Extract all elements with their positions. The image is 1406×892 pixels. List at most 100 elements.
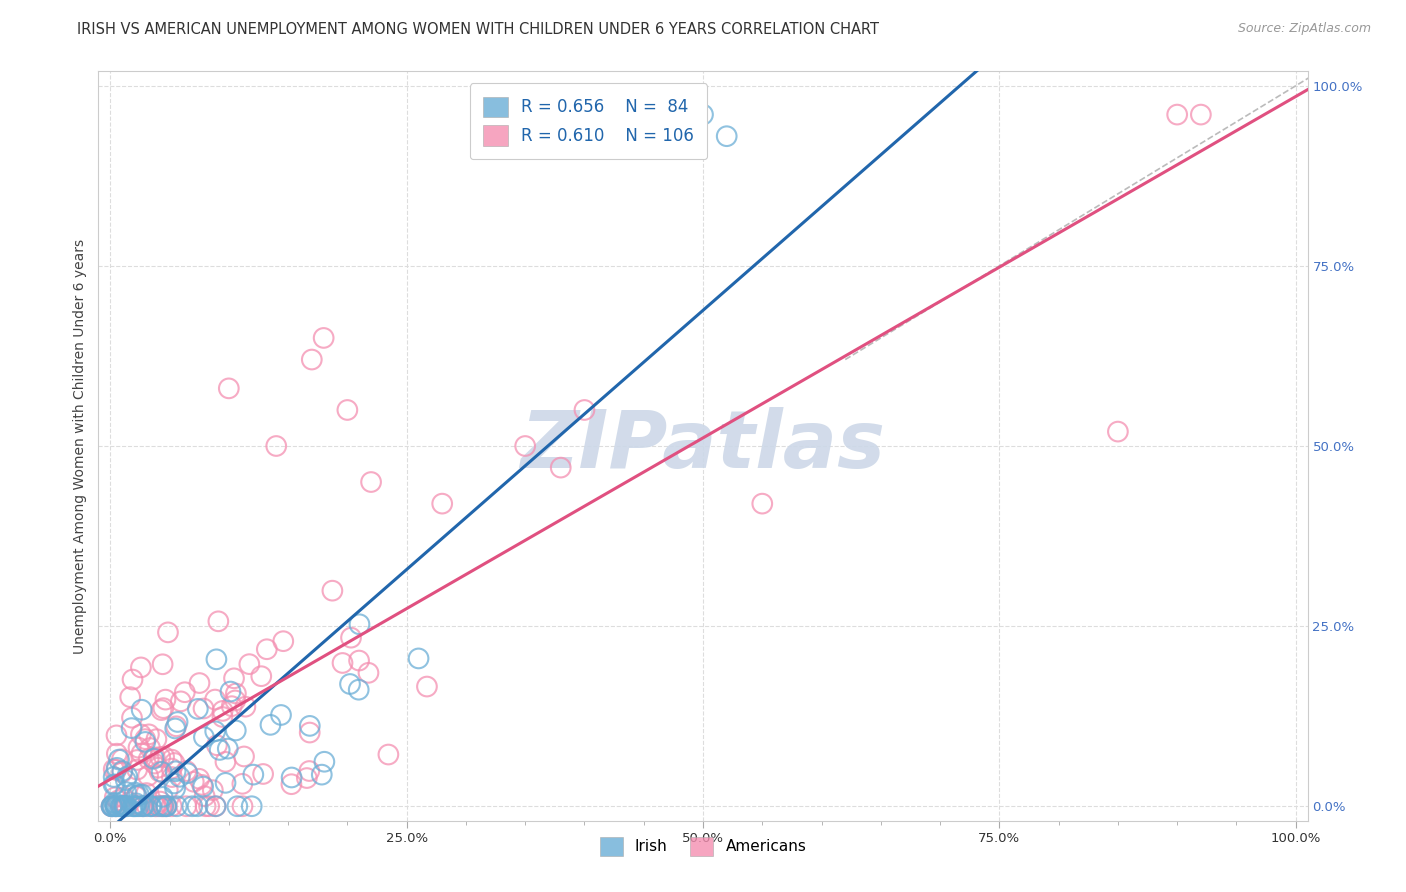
Point xyxy=(105,728,128,742)
Point xyxy=(349,617,371,632)
Point xyxy=(360,475,382,489)
Point xyxy=(280,771,302,785)
Text: Source: ZipAtlas.com: Source: ZipAtlas.com xyxy=(1237,22,1371,36)
Point xyxy=(214,776,236,790)
Point xyxy=(120,690,142,705)
Point xyxy=(132,799,155,814)
Point xyxy=(211,704,233,718)
Point xyxy=(105,763,128,777)
Point xyxy=(114,799,136,814)
Point xyxy=(100,799,122,814)
Point xyxy=(191,780,214,794)
Point xyxy=(145,799,167,814)
Text: ZIPatlas: ZIPatlas xyxy=(520,407,886,485)
Point xyxy=(155,799,177,814)
Point xyxy=(103,778,125,792)
Point xyxy=(129,727,152,741)
Point xyxy=(217,741,239,756)
Point xyxy=(134,735,156,749)
Point xyxy=(170,694,193,708)
Point xyxy=(139,799,162,814)
Point xyxy=(121,721,143,735)
Point xyxy=(550,460,572,475)
Point xyxy=(104,799,127,814)
Point xyxy=(145,799,167,814)
Point xyxy=(110,799,132,814)
Point xyxy=(138,752,160,766)
Point xyxy=(125,789,148,804)
Point xyxy=(114,799,136,814)
Point xyxy=(131,747,153,761)
Point xyxy=(131,703,153,717)
Point xyxy=(187,799,209,814)
Point xyxy=(134,732,156,747)
Point xyxy=(135,786,157,800)
Point xyxy=(221,699,243,714)
Point xyxy=(188,772,211,786)
Point xyxy=(194,789,217,804)
Point xyxy=(314,755,336,769)
Point xyxy=(132,799,155,814)
Point xyxy=(295,771,318,785)
Point xyxy=(231,799,253,814)
Point xyxy=(160,799,183,814)
Point xyxy=(145,732,167,747)
Point xyxy=(242,767,264,781)
Point xyxy=(191,778,214,792)
Point xyxy=(231,777,253,791)
Point xyxy=(298,719,321,733)
Point xyxy=(160,762,183,776)
Point xyxy=(141,799,163,814)
Point xyxy=(339,677,361,691)
Point xyxy=(207,615,229,629)
Point xyxy=(152,701,174,715)
Point xyxy=(205,652,228,666)
Point xyxy=(111,799,134,814)
Point xyxy=(155,692,177,706)
Point xyxy=(149,764,172,779)
Point xyxy=(111,765,134,780)
Point xyxy=(153,749,176,764)
Point xyxy=(165,719,187,733)
Point xyxy=(187,702,209,716)
Point xyxy=(235,699,257,714)
Point xyxy=(298,764,321,778)
Point xyxy=(131,788,153,802)
Point xyxy=(218,381,240,395)
Point xyxy=(201,783,224,797)
Point xyxy=(312,331,335,345)
Point xyxy=(125,797,148,811)
Point xyxy=(1166,107,1188,121)
Point xyxy=(208,743,231,757)
Point xyxy=(103,763,125,777)
Point xyxy=(173,685,195,699)
Point xyxy=(716,129,738,144)
Point xyxy=(165,764,187,779)
Point xyxy=(152,657,174,672)
Point xyxy=(1107,425,1129,439)
Point xyxy=(121,673,143,687)
Point xyxy=(142,752,165,766)
Point xyxy=(150,799,173,814)
Point xyxy=(205,738,228,752)
Point xyxy=(347,654,370,668)
Point xyxy=(169,770,191,784)
Point xyxy=(233,749,256,764)
Point xyxy=(143,750,166,764)
Point xyxy=(193,730,215,744)
Point xyxy=(347,682,370,697)
Text: IRISH VS AMERICAN UNEMPLOYMENT AMONG WOMEN WITH CHILDREN UNDER 6 YEARS CORRELATI: IRISH VS AMERICAN UNEMPLOYMENT AMONG WOM… xyxy=(77,22,879,37)
Point xyxy=(127,763,149,777)
Point xyxy=(149,795,172,809)
Point xyxy=(153,799,176,814)
Point xyxy=(160,770,183,784)
Point xyxy=(132,799,155,814)
Point xyxy=(188,676,211,690)
Point xyxy=(224,693,246,707)
Point xyxy=(107,793,129,807)
Point xyxy=(211,710,233,724)
Point xyxy=(110,799,132,814)
Point xyxy=(136,799,159,814)
Point xyxy=(252,767,274,781)
Point xyxy=(176,764,198,778)
